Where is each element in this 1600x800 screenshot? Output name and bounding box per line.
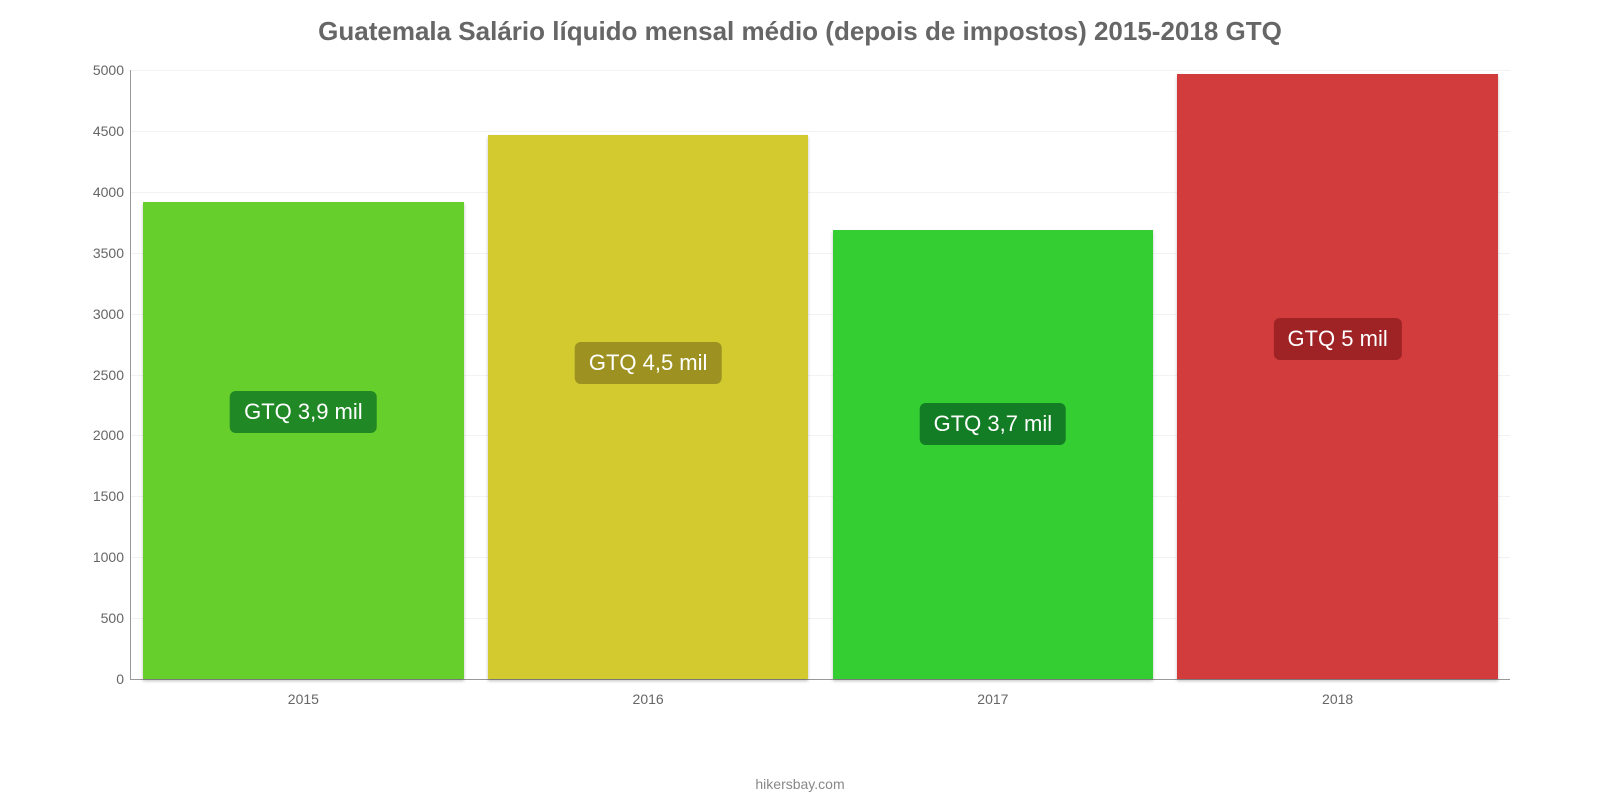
y-tick-label: 3500 [76, 245, 124, 261]
bar-value-label: GTQ 5 mil [1274, 318, 1402, 360]
y-tick-label: 5000 [76, 62, 124, 78]
y-tick-label: 1500 [76, 488, 124, 504]
footer-credit: hikersbay.com [0, 776, 1600, 792]
y-tick-label: 0 [76, 671, 124, 687]
y-tick-label: 3000 [76, 306, 124, 322]
bar [1177, 74, 1498, 679]
x-tick-label: 2017 [977, 691, 1008, 707]
y-tick-label: 1000 [76, 549, 124, 565]
y-tick-label: 2000 [76, 427, 124, 443]
chart-area: 0500100015002000250030003500400045005000… [70, 70, 1530, 715]
bar-value-label: GTQ 3,7 mil [920, 403, 1067, 445]
y-tick-label: 4500 [76, 123, 124, 139]
bar-value-label: GTQ 4,5 mil [575, 342, 722, 384]
x-tick-label: 2016 [633, 691, 664, 707]
bar [143, 202, 464, 679]
bar-value-label: GTQ 3,9 mil [230, 391, 377, 433]
plot-area: 0500100015002000250030003500400045005000… [130, 70, 1510, 680]
chart-title: Guatemala Salário líquido mensal médio (… [0, 0, 1600, 55]
y-tick-label: 2500 [76, 367, 124, 383]
bar [833, 230, 1154, 679]
y-tick-label: 4000 [76, 184, 124, 200]
y-tick-label: 500 [76, 610, 124, 626]
grid-line [131, 70, 1510, 71]
x-tick-label: 2015 [288, 691, 319, 707]
x-tick-label: 2018 [1322, 691, 1353, 707]
bar [488, 135, 809, 679]
